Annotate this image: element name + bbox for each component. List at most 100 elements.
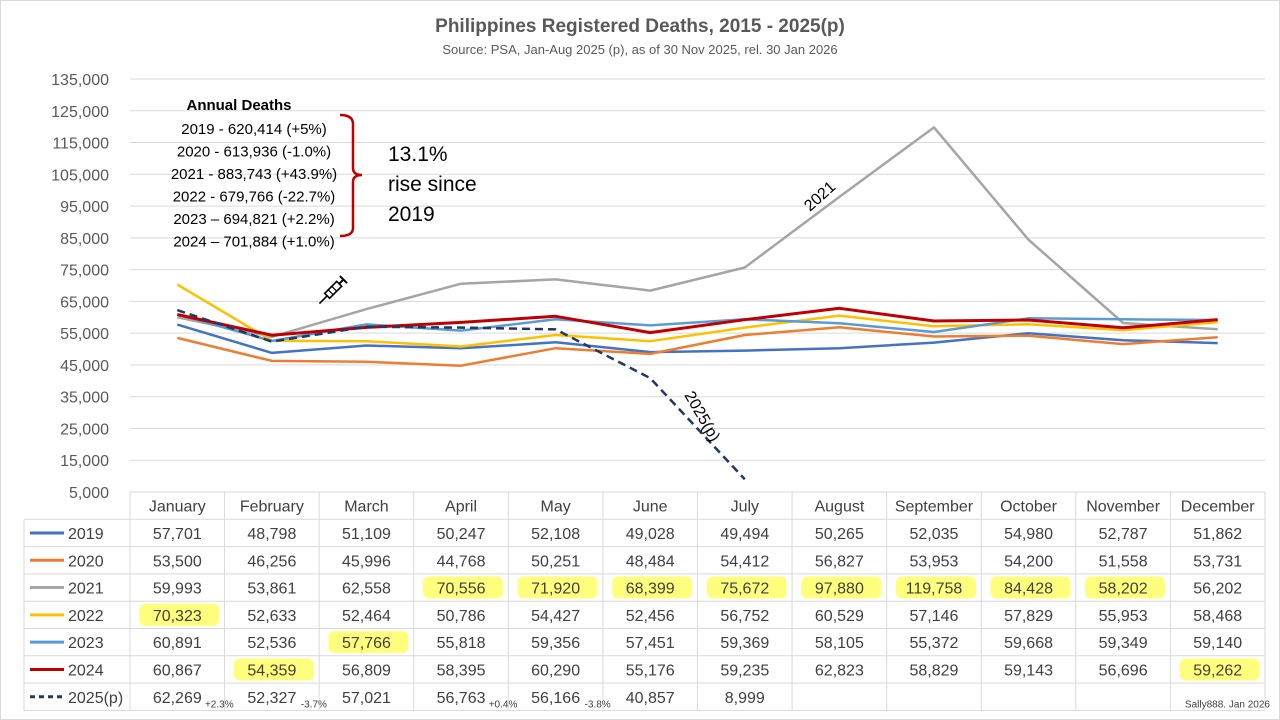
x-tick-label: September [895,499,974,516]
highlight-mark [706,576,787,599]
annual-deaths-line: 2024 – 701,884 (+1.0%) [173,234,334,251]
y-tick-label: 125,000 [51,104,109,121]
y-tick-label: 55,000 [60,326,109,343]
series-label-2021: 2021 [801,178,839,215]
data-label: 119,758 [906,581,963,598]
rise-text: 13.1% [388,143,448,166]
data-label: 70,323 [153,608,202,625]
x-tick-label: December [1181,499,1255,516]
data-label: 58,468 [1193,608,1242,625]
data-label: 62,823 [815,662,864,679]
x-tick-label: May [541,499,571,516]
data-label: 60,529 [815,608,864,625]
annual-deaths-title: Annual Deaths [186,97,291,114]
data-label: 57,829 [1004,608,1053,625]
data-label: 56,827 [815,553,864,570]
highlight-mark [328,631,409,654]
bracket [339,113,363,238]
data-label: 59,235 [720,662,769,679]
highlight-mark [139,603,220,626]
data-label: 50,786 [437,608,486,625]
data-label: 53,500 [153,553,202,570]
legend-label: 2019 [68,526,104,543]
data-label: 70,556 [437,581,486,598]
data-label: 55,953 [1099,608,1148,625]
data-label: 59,262 [1193,662,1242,679]
y-tick-label: 105,000 [51,167,109,184]
highlight-mark [895,576,976,599]
data-label: 52,327 [247,690,296,707]
data-label: 58,395 [437,662,486,679]
y-tick-label: 5,000 [69,485,109,502]
data-label: 57,701 [153,526,202,543]
data-label: 48,798 [247,526,296,543]
syringe-icon [318,275,348,305]
chart-subtitle: Source: PSA, Jan-Aug 2025 (p), as of 30 … [442,42,837,57]
data-label: 52,633 [247,608,296,625]
data-label: 59,369 [720,635,769,652]
data-label: 53,953 [909,553,958,570]
data-label: 68,399 [626,581,675,598]
highlight-mark [517,576,598,599]
credit-text: Sally888. Jan 2026 [1185,699,1271,710]
data-label: 50,265 [815,526,864,543]
highlight-mark [1085,576,1166,599]
data-label: 57,451 [626,635,675,652]
data-label: 59,993 [153,581,202,598]
data-label: 59,356 [531,635,580,652]
series-line-2022 [176,283,1218,348]
data-label: 75,672 [720,581,769,598]
data-label: 55,176 [626,662,675,679]
data-label: 55,818 [437,635,486,652]
x-tick-label: February [240,499,304,516]
data-label: 54,427 [531,608,580,625]
legend-label: 2023 [68,635,104,652]
annual-deaths-line: 2023 – 694,821 (+2.2%) [173,211,334,228]
data-label: 40,857 [626,690,675,707]
y-tick-label: 85,000 [60,231,109,248]
highlight-mark [801,576,882,599]
data-label: 71,920 [531,581,580,598]
data-label: 59,668 [1004,635,1053,652]
data-label: 62,269 [153,690,202,707]
data-label: 51,109 [342,526,391,543]
series-line-2024 [176,306,1218,337]
highlight-mark [1179,658,1260,681]
data-label: 53,731 [1193,553,1242,570]
annual-deaths-line: 2022 - 679,766 (-22.7%) [173,189,336,206]
x-tick-label: November [1086,499,1160,516]
data-label: 54,200 [1004,553,1053,570]
data-label: 51,558 [1099,553,1148,570]
x-tick-label: August [814,499,864,516]
rise-text: 2019 [388,203,435,226]
data-label: 59,349 [1099,635,1148,652]
data-label: 52,035 [909,526,958,543]
data-label: 59,140 [1193,635,1242,652]
data-label: 8,999 [725,690,765,707]
highlight-mark [612,576,693,599]
data-label: 52,787 [1099,526,1148,543]
series-line-2020 [177,326,1218,367]
annual-deaths-line: 2020 - 613,936 (-1.0%) [177,144,331,161]
y-tick-label: 135,000 [51,72,109,89]
legend-label: 2025(p) [68,690,123,707]
data-label: 49,494 [720,526,769,543]
x-tick-label: January [149,499,206,516]
data-label: 58,105 [815,635,864,652]
data-label: 60,891 [153,635,202,652]
rise-text: rise since [388,173,477,196]
data-label: 54,359 [247,662,296,679]
data-label: 54,980 [1004,526,1053,543]
chart-title: Philippines Registered Deaths, 2015 - 20… [435,16,845,37]
data-label: 57,146 [909,608,958,625]
data-label: 62,558 [342,581,391,598]
highlight-mark [990,576,1071,599]
series-line-2023 [176,313,1218,343]
highlight-mark [233,658,314,681]
y-tick-label: 35,000 [60,390,109,407]
legend-label: 2024 [68,662,104,679]
y-tick-label: 45,000 [60,358,109,375]
y-tick-label: 115,000 [52,136,109,153]
data-label: 56,166 [531,690,580,707]
